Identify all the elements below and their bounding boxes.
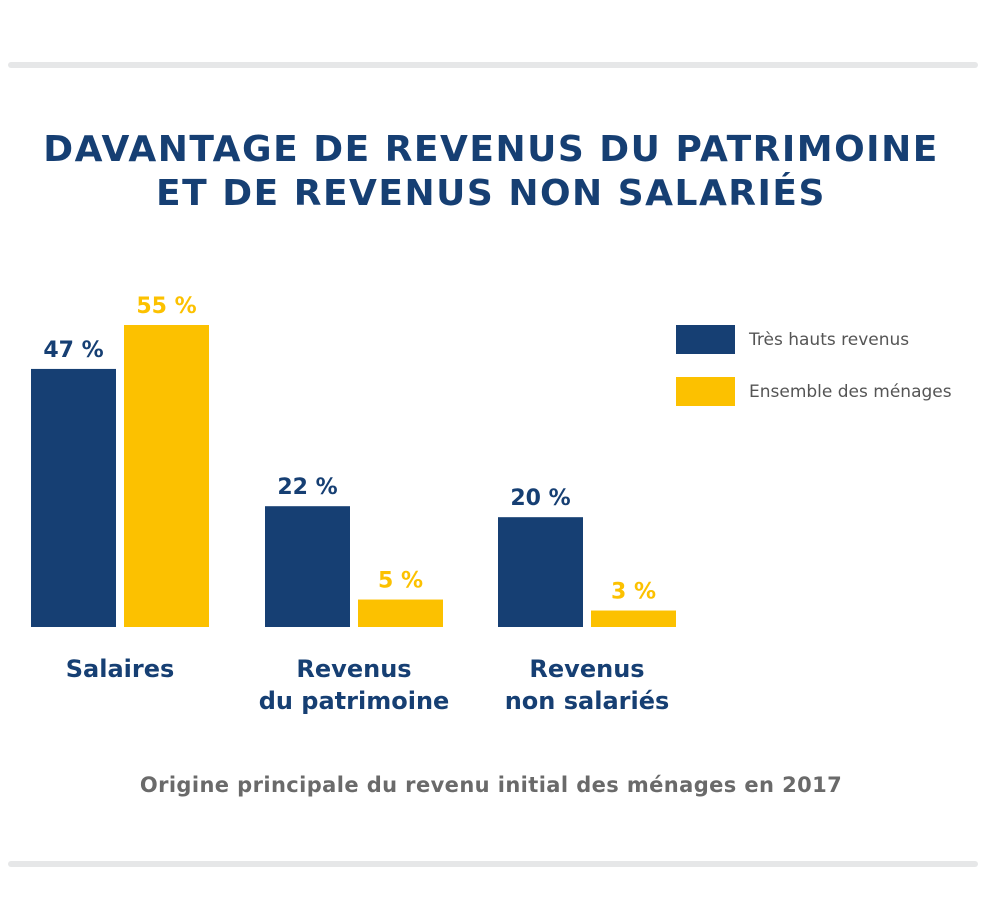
bar	[591, 610, 676, 627]
bar-value-label: 22 %	[277, 475, 337, 500]
bar	[265, 506, 350, 627]
bar	[31, 368, 116, 627]
category-label: Revenus	[529, 655, 644, 683]
bar-value-label: 47 %	[43, 338, 103, 363]
bar-value-label: 3 %	[611, 580, 656, 605]
chart-title-line-1: DAVANTAGE DE REVENUS DU PATRIMOINE	[43, 129, 939, 170]
legend-label: Très hauts revenus	[748, 330, 909, 350]
category-label: non salariés	[505, 687, 670, 715]
legend-swatch	[676, 325, 735, 354]
chart-title: DAVANTAGE DE REVENUS DU PATRIMOINE ET DE…	[0, 128, 982, 216]
top-divider	[8, 62, 978, 68]
bar	[498, 517, 583, 627]
bar-value-label: 5 %	[378, 569, 423, 594]
category-label: Revenus	[296, 655, 411, 683]
bar-value-label: 55 %	[136, 294, 196, 319]
bottom-divider	[8, 861, 978, 867]
chart-title-line-2: ET DE REVENUS NON SALARIÉS	[156, 173, 826, 214]
chart-caption: Origine principale du revenu initial des…	[139, 773, 843, 797]
legend-swatch	[676, 377, 735, 406]
bar-value-label: 20 %	[510, 486, 570, 511]
bar	[358, 599, 443, 627]
category-label: du patrimoine	[259, 687, 450, 715]
category-label: Salaires	[66, 655, 175, 683]
legend-label: Ensemble des ménages	[749, 382, 952, 402]
bar	[124, 325, 209, 627]
